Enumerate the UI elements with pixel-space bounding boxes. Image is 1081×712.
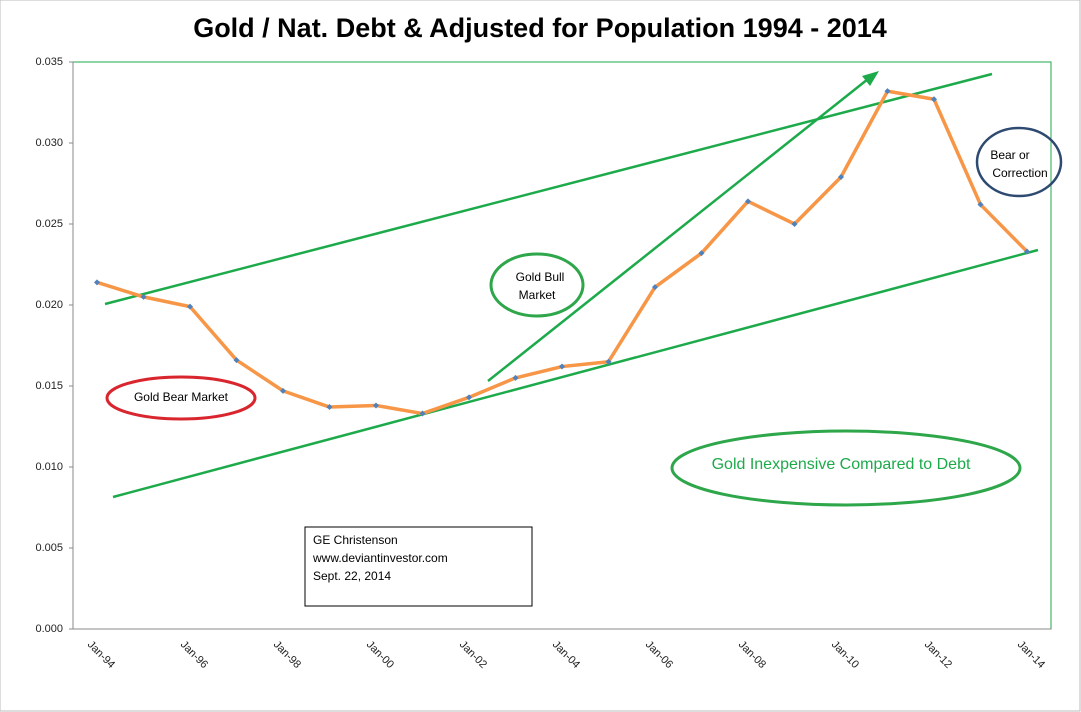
y-tick-label: 0.005 [35,542,63,554]
marker [233,357,240,364]
arrow-head [862,71,879,86]
y-tick-label: 0.010 [35,461,63,473]
marker [94,279,100,286]
marker [931,96,937,103]
marker [1024,248,1030,255]
bear-ellipse [105,375,257,421]
marker [698,250,705,257]
marker [373,402,379,409]
marker [652,284,658,291]
y-tick-label: 0.000 [35,623,63,635]
credit-text: Sept. 22, 2014 [313,569,391,583]
upper-channel [104,72,993,306]
correction-label: Correction [992,166,1047,180]
y-tick-label: 0.030 [35,137,63,149]
marker [605,358,612,365]
marker [838,174,844,181]
bull-arrow [487,78,869,382]
credit-text: www.deviantinvestor.com [312,551,448,565]
marker [745,198,751,205]
marker [280,387,286,394]
marker [419,410,426,417]
bull-label: Gold Bull [516,270,565,284]
marker [977,201,984,208]
correction-ellipse [975,126,1063,198]
bull-ellipse [489,252,585,318]
bear-label: Gold Bear Market [134,390,229,404]
marker [512,374,519,381]
correction-label: Bear or [990,148,1029,162]
marker [466,394,472,401]
marker [140,293,147,300]
marker [326,404,333,411]
bull-label: Market [519,288,556,302]
credit-text: GE Christenson [313,533,398,547]
marker [791,221,798,227]
trend-lines [104,71,1039,499]
marker [884,88,891,95]
inexpensive-label: Gold Inexpensive Compared to Debt [712,456,971,473]
marker [559,363,565,370]
lower-channel [112,248,1039,499]
y-tick-label: 0.025 [35,218,63,230]
chart-title: Gold / Nat. Debt & Adjusted for Populati… [193,13,887,43]
y-tick-label: 0.020 [35,299,63,311]
inexpensive-ellipse [670,429,1022,507]
marker [187,303,193,310]
y-tick-label: 0.035 [35,56,63,68]
credit-box [304,526,533,607]
y-tick-label: 0.015 [35,380,63,392]
